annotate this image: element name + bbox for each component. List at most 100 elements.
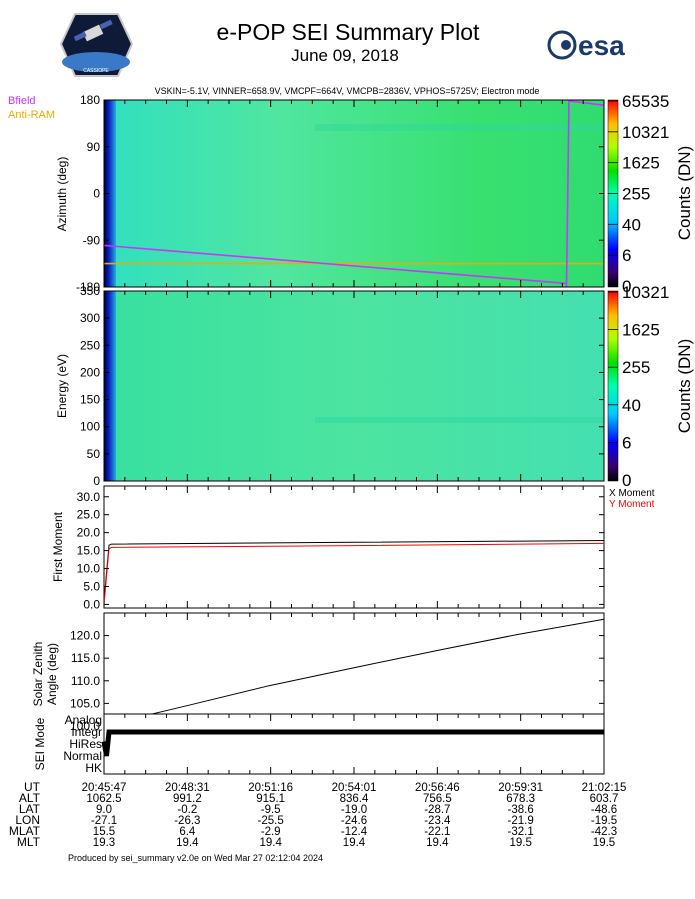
- table-cell: -9.5: [261, 804, 281, 816]
- colorbar-tick-label: 0: [622, 277, 631, 296]
- y-tick-label: 50: [87, 447, 101, 461]
- moment-axis-label: First Moment: [51, 511, 65, 582]
- y-tick-label: 300: [80, 311, 100, 325]
- table-cell: 756.5: [423, 793, 452, 805]
- y-tick-label: 25.0: [77, 508, 101, 522]
- table-row-label: MLAT: [9, 824, 41, 838]
- table-cell: 20:48:31: [165, 782, 210, 794]
- y-tick-label: 100: [80, 420, 100, 434]
- table-cell: 21:02:15: [582, 782, 627, 794]
- footer-note: Produced by sei_summary v2.0e on Wed Mar…: [68, 853, 323, 863]
- table-cell: 19.4: [259, 837, 282, 849]
- azimuth-spectrogram-band: [315, 124, 604, 131]
- bfield-line: [568, 100, 605, 106]
- y-tick-label: 30.0: [77, 490, 101, 504]
- y-tick-label: 110.0: [71, 674, 100, 688]
- y-moment-line: [103, 542, 605, 605]
- azimuth-colorbar-label: Counts (DN): [675, 146, 694, 240]
- table-row-label: LON: [15, 813, 40, 827]
- table-cell: 20:54:01: [332, 782, 377, 794]
- table-cell: 15.5: [93, 826, 115, 838]
- colorbar-tick-label: 10321: [622, 123, 669, 142]
- mode-category-label: HK: [85, 761, 102, 775]
- zenith-line: [103, 618, 605, 726]
- energy-colorbar: [607, 290, 619, 482]
- bfield-line: [103, 244, 567, 285]
- moment-panel: 30.025.020.015.010.05.00.0 First Moment …: [51, 485, 655, 611]
- y-tick-label: -180: [76, 280, 100, 294]
- energy-spectrogram-band: [315, 417, 604, 423]
- colorbar-tick-label: 40: [622, 215, 641, 234]
- table-cell: -27.1: [91, 815, 117, 827]
- table-cell: 603.7: [590, 793, 619, 805]
- table-cell: 19.3: [93, 837, 115, 849]
- table-cell: -23.4: [424, 815, 451, 827]
- azimuth-panel: 180 90 0 -90 -180 Azimuth (deg) Bfield Anti-…: [8, 92, 694, 296]
- table-cell: -32.1: [508, 826, 534, 838]
- colorbar-tick-label: 6: [622, 246, 631, 265]
- y-tick-label: 20.0: [77, 526, 101, 540]
- legend-bfield: Bfield: [8, 95, 36, 107]
- energy-panel: 350 300 250 200 150 100 50 0 Energy (eV) 10321 1…: [55, 283, 694, 490]
- zenith-axis-label-line1: Solar Zenith: [31, 642, 45, 707]
- azimuth-axis-label: Azimuth (deg): [55, 157, 69, 232]
- table-row-label: ALT: [19, 791, 41, 805]
- colorbar-tick-label: 255: [622, 185, 650, 204]
- y-tick-label: 150: [80, 393, 100, 407]
- table-cell: -25.5: [258, 815, 284, 827]
- table-cell: 1062.5: [86, 793, 121, 805]
- colorbar-tick-label: 65535: [622, 92, 669, 111]
- y-tick-label: 0: [93, 187, 100, 201]
- y-tick-label: 5.0: [83, 579, 100, 593]
- energy-spectrogram-edge: [104, 291, 116, 481]
- bfield-line-wrap: [565, 99, 570, 288]
- page-title: e-POP SEI Summary Plot: [217, 19, 480, 45]
- y-tick-label: 115.0: [71, 651, 100, 665]
- y-tick-label: 250: [80, 338, 100, 352]
- table-cell: -19.0: [341, 804, 367, 816]
- plot-date: June 09, 2018: [291, 46, 399, 65]
- y-tick-label: 105.0: [70, 696, 100, 710]
- energy-colorbar-label: Counts (DN): [675, 339, 694, 433]
- legend-y-moment: Y Moment: [609, 499, 655, 510]
- mode-category-label: HiRes: [69, 737, 102, 751]
- legend-x-moment: X Moment: [609, 488, 655, 499]
- table-cell: 19.5: [509, 837, 531, 849]
- y-tick-label: 200: [80, 365, 100, 379]
- y-tick-label: 120.0: [70, 629, 100, 643]
- table-row-label: MLT: [17, 835, 41, 849]
- mode-line: [101, 729, 604, 757]
- mode-category-label: Integr: [71, 725, 102, 739]
- mode-category-label: Analog: [65, 713, 102, 727]
- y-tick-label: 15.0: [77, 544, 101, 558]
- y-tick-label: -90: [83, 233, 101, 247]
- mode-axis-label: SEI Mode: [33, 717, 47, 770]
- instrument-params: VSKIN=-5.1V, VINNER=658.9V, VMCPF=664V, …: [155, 86, 540, 96]
- table-cell: 19.5: [593, 837, 615, 849]
- colorbar-tick-label: 0: [622, 471, 631, 490]
- table-cell: 19.4: [426, 837, 449, 849]
- y-tick-label: 0.0: [83, 597, 100, 611]
- table-cell: 20:56:46: [415, 782, 460, 794]
- y-tick-label: 180: [80, 93, 100, 107]
- logo-left-label: CASSIOPE: [83, 68, 109, 74]
- table-cell: -38.6: [508, 804, 534, 816]
- table-cell: 991.2: [173, 793, 202, 805]
- left-logo: CASSIOPE: [59, 13, 134, 77]
- table-cell: -26.3: [174, 815, 200, 827]
- table-cell: 836.4: [340, 793, 369, 805]
- esa-logo: esa: [547, 30, 625, 61]
- table-cell: 915.1: [256, 793, 285, 805]
- esa-logo-text: esa: [578, 30, 625, 61]
- table-cell: 19.4: [343, 837, 366, 849]
- colorbar-tick-label: 10321: [622, 283, 669, 302]
- y-tick-label: 100.0: [70, 719, 100, 733]
- colorbar-tick-label: 40: [622, 396, 641, 415]
- table-cell: -0.2: [177, 804, 197, 816]
- colorbar-tick-label: 255: [622, 358, 650, 377]
- azimuth-spectrogram: [104, 100, 604, 287]
- table-row-label: LAT: [19, 802, 41, 816]
- legend-antiram: Anti-RAM: [8, 109, 55, 121]
